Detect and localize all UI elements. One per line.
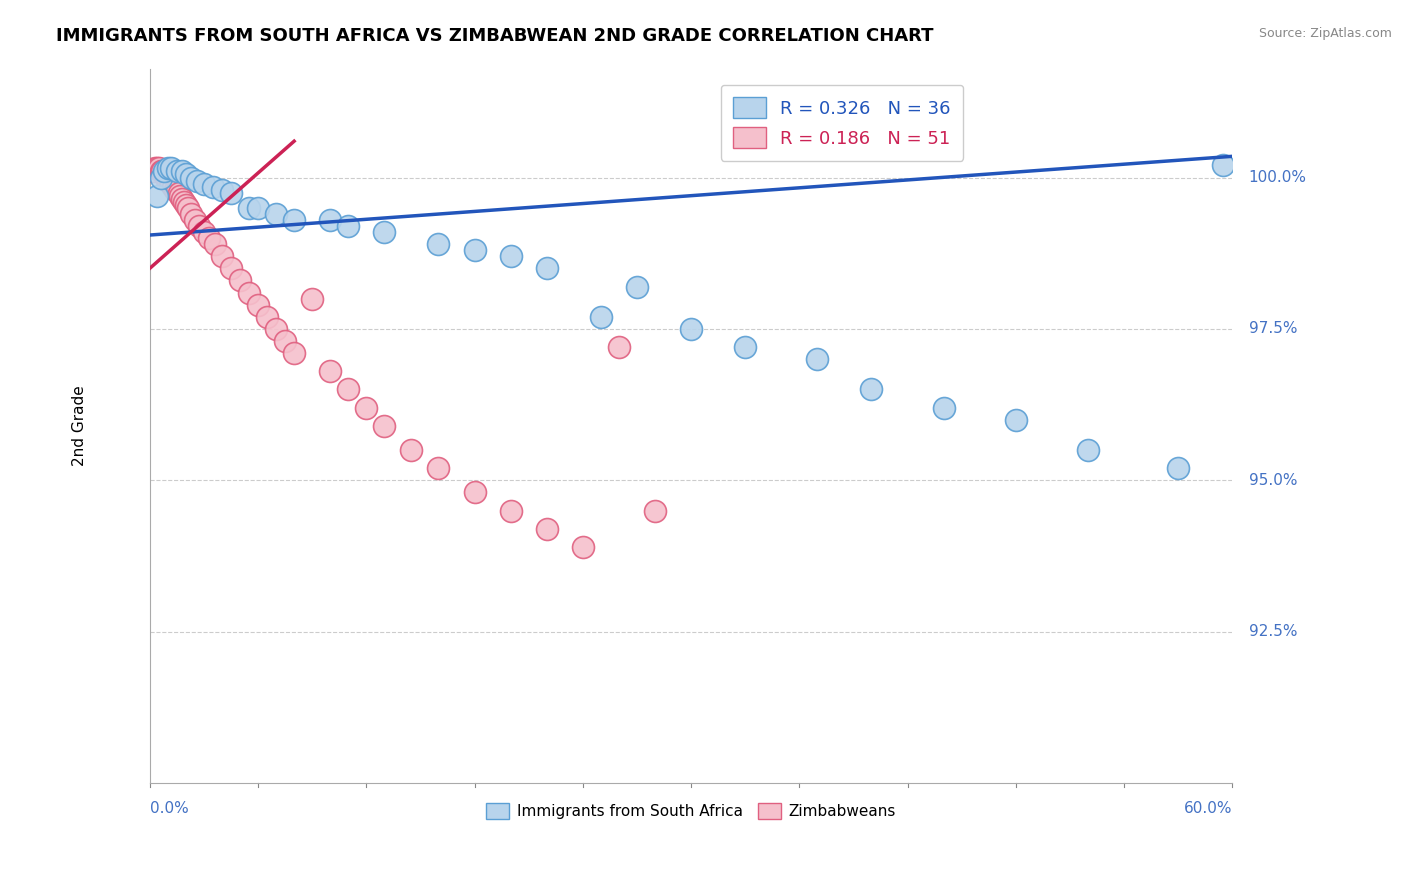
Point	[180, 170, 202, 185]
Point	[156, 173, 179, 187]
Point	[149, 170, 172, 185]
Text: 95.0%: 95.0%	[1249, 473, 1296, 488]
Point	[149, 164, 172, 178]
Point	[607, 340, 630, 354]
Point	[1004, 413, 1026, 427]
Point	[626, 279, 648, 293]
Legend: Immigrants from South Africa, Zimbabweans: Immigrants from South Africa, Zimbabwean…	[479, 797, 903, 825]
Point	[148, 161, 170, 176]
Point	[142, 164, 165, 178]
Point	[806, 352, 828, 367]
Point	[153, 164, 176, 178]
Point	[1212, 158, 1234, 172]
Point	[211, 183, 233, 197]
Point	[160, 177, 183, 191]
Point	[204, 237, 226, 252]
Point	[159, 173, 181, 187]
Point	[427, 461, 450, 475]
Point	[932, 401, 955, 415]
Point	[264, 322, 287, 336]
Point	[536, 522, 558, 536]
Point	[734, 340, 756, 354]
Point	[180, 207, 202, 221]
Point	[174, 198, 197, 212]
Text: 100.0%: 100.0%	[1249, 170, 1306, 185]
Point	[860, 383, 883, 397]
Point	[143, 161, 166, 176]
Point	[319, 364, 342, 378]
Point	[572, 540, 595, 554]
Point	[301, 292, 323, 306]
Text: 2nd Grade: 2nd Grade	[72, 385, 87, 467]
Point	[464, 243, 486, 257]
Point	[238, 285, 260, 300]
Point	[274, 334, 297, 348]
Point	[167, 186, 190, 200]
Point	[681, 322, 703, 336]
Point	[283, 346, 305, 360]
Text: IMMIGRANTS FROM SOUTH AFRICA VS ZIMBABWEAN 2ND GRADE CORRELATION CHART: IMMIGRANTS FROM SOUTH AFRICA VS ZIMBABWE…	[56, 27, 934, 45]
Point	[193, 177, 215, 191]
Point	[172, 164, 194, 178]
Point	[319, 213, 342, 227]
Point	[162, 179, 184, 194]
Point	[219, 261, 242, 276]
Point	[211, 249, 233, 263]
Text: 92.5%: 92.5%	[1249, 624, 1296, 640]
Point	[356, 401, 378, 415]
Point	[337, 383, 360, 397]
Point	[256, 310, 278, 324]
Point	[373, 225, 395, 239]
Text: 60.0%: 60.0%	[1184, 801, 1232, 816]
Text: Source: ZipAtlas.com: Source: ZipAtlas.com	[1258, 27, 1392, 40]
Point	[198, 231, 221, 245]
Point	[173, 194, 195, 209]
Point	[176, 201, 198, 215]
Point	[427, 237, 450, 252]
Point	[187, 219, 209, 233]
Point	[219, 186, 242, 200]
Point	[536, 261, 558, 276]
Point	[247, 201, 270, 215]
Point	[174, 168, 197, 182]
Point	[1077, 442, 1099, 457]
Point	[146, 161, 169, 176]
Point	[238, 201, 260, 215]
Text: 0.0%: 0.0%	[150, 801, 188, 816]
Text: 97.5%: 97.5%	[1249, 321, 1296, 336]
Point	[373, 418, 395, 433]
Point	[193, 225, 215, 239]
Point	[283, 213, 305, 227]
Point	[644, 503, 666, 517]
Point	[153, 168, 176, 182]
Point	[152, 164, 174, 178]
Point	[172, 192, 194, 206]
Point	[247, 298, 270, 312]
Point	[165, 183, 187, 197]
Point	[401, 442, 423, 457]
Point	[229, 273, 252, 287]
Point	[201, 179, 224, 194]
Point	[186, 173, 208, 187]
Point	[337, 219, 360, 233]
Point	[155, 170, 177, 185]
Point	[499, 503, 522, 517]
Point	[184, 213, 207, 227]
Point	[156, 161, 179, 176]
Point	[166, 164, 188, 178]
Point	[264, 207, 287, 221]
Point	[1167, 461, 1189, 475]
Point	[464, 485, 486, 500]
Point	[160, 161, 183, 176]
Point	[589, 310, 612, 324]
Point	[166, 183, 188, 197]
Point	[499, 249, 522, 263]
Point	[146, 188, 169, 202]
Point	[169, 188, 191, 202]
